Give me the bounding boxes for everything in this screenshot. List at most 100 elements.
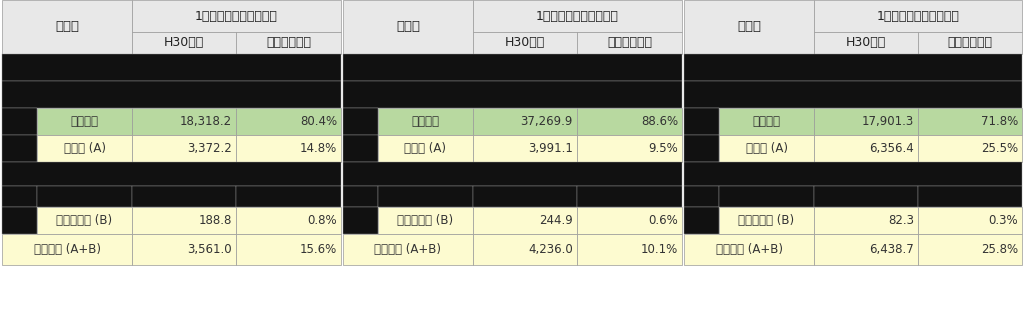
Bar [577, 32, 682, 54]
Bar [2, 234, 132, 265]
Text: 対売上高比率: 対売上高比率 [266, 37, 311, 50]
Text: 間接経費 (A+B): 間接経費 (A+B) [716, 243, 782, 256]
Bar [236, 234, 341, 265]
Bar [577, 135, 682, 162]
Bar [2, 207, 37, 234]
Text: 間接経費 (A+B): 間接経費 (A+B) [375, 243, 441, 256]
Text: 244.9: 244.9 [540, 214, 573, 227]
Bar [814, 234, 918, 265]
Bar [343, 54, 682, 81]
Bar [378, 207, 473, 234]
Text: 1企業あたり（百万円）: 1企業あたり（百万円） [536, 9, 618, 22]
Bar [343, 234, 473, 265]
Bar [684, 54, 1022, 81]
Bar [2, 108, 37, 135]
Bar [132, 108, 236, 135]
Bar [814, 108, 918, 135]
Bar [132, 0, 341, 32]
Text: 25.8%: 25.8% [981, 243, 1018, 256]
Text: 営業外費用 (B): 営業外費用 (B) [738, 214, 795, 227]
Bar [132, 186, 236, 207]
Text: 間接経費 (A+B): 間接経費 (A+B) [34, 243, 100, 256]
Bar [918, 234, 1022, 265]
Text: 88.6%: 88.6% [641, 115, 678, 128]
Bar [473, 108, 577, 135]
Text: 1企業あたり（百万円）: 1企業あたり（百万円） [195, 9, 278, 22]
Bar [132, 135, 236, 162]
Text: 売上原価: 売上原価 [753, 115, 780, 128]
Bar [132, 234, 236, 265]
Bar [2, 54, 341, 81]
Text: 営業外費用 (B): 営業外費用 (B) [56, 214, 113, 227]
Bar [918, 32, 1022, 54]
Bar [918, 186, 1022, 207]
Bar [684, 0, 814, 54]
Text: 小売業: 小売業 [737, 21, 761, 34]
Bar [473, 234, 577, 265]
Bar [2, 135, 37, 162]
Text: 製造業: 製造業 [55, 21, 79, 34]
Bar [236, 135, 341, 162]
Text: 82.3: 82.3 [888, 214, 914, 227]
Text: 売上原価: 売上原価 [71, 115, 98, 128]
Text: H30年度: H30年度 [505, 37, 545, 50]
Text: 14.8%: 14.8% [300, 142, 337, 155]
Text: 3,561.0: 3,561.0 [187, 243, 232, 256]
Text: 3,991.1: 3,991.1 [528, 142, 573, 155]
Text: 25.5%: 25.5% [981, 142, 1018, 155]
Bar [684, 108, 719, 135]
Text: 10.1%: 10.1% [641, 243, 678, 256]
Bar [37, 135, 132, 162]
Bar [719, 108, 814, 135]
Text: 17,901.3: 17,901.3 [862, 115, 914, 128]
Bar [236, 207, 341, 234]
Text: 販管費 (A): 販管費 (A) [404, 142, 446, 155]
Bar [473, 135, 577, 162]
Bar [343, 207, 378, 234]
Text: 販管費 (A): 販管費 (A) [745, 142, 787, 155]
Bar [719, 135, 814, 162]
Text: H30年度: H30年度 [164, 37, 204, 50]
Bar [2, 186, 37, 207]
Text: 80.4%: 80.4% [300, 115, 337, 128]
Bar [577, 207, 682, 234]
Bar [37, 108, 132, 135]
Text: 3,372.2: 3,372.2 [187, 142, 232, 155]
Bar [473, 32, 577, 54]
Bar [2, 162, 341, 186]
Bar [814, 135, 918, 162]
Text: 18,318.2: 18,318.2 [180, 115, 232, 128]
Bar [814, 207, 918, 234]
Text: 71.8%: 71.8% [981, 115, 1018, 128]
Bar [236, 108, 341, 135]
Bar [378, 135, 473, 162]
Bar [577, 234, 682, 265]
Bar [577, 186, 682, 207]
Text: 6,356.4: 6,356.4 [869, 142, 914, 155]
Bar [343, 108, 378, 135]
Text: 販管費 (A): 販管費 (A) [63, 142, 105, 155]
Bar [343, 162, 682, 186]
Bar [684, 81, 1022, 108]
Bar [814, 32, 918, 54]
Bar [37, 207, 132, 234]
Bar [684, 186, 719, 207]
Bar [343, 186, 378, 207]
Bar [236, 186, 341, 207]
Bar [684, 234, 814, 265]
Bar [473, 207, 577, 234]
Text: H30年度: H30年度 [846, 37, 886, 50]
Bar [132, 32, 236, 54]
Bar [473, 186, 577, 207]
Bar [2, 0, 132, 54]
Bar [918, 135, 1022, 162]
Text: 対売上高比率: 対売上高比率 [947, 37, 992, 50]
Bar [684, 207, 719, 234]
Bar [378, 108, 473, 135]
Bar [918, 207, 1022, 234]
Bar [343, 0, 473, 54]
Bar [2, 81, 341, 108]
Bar [814, 0, 1022, 32]
Text: 37,269.9: 37,269.9 [520, 115, 573, 128]
Bar [343, 81, 682, 108]
